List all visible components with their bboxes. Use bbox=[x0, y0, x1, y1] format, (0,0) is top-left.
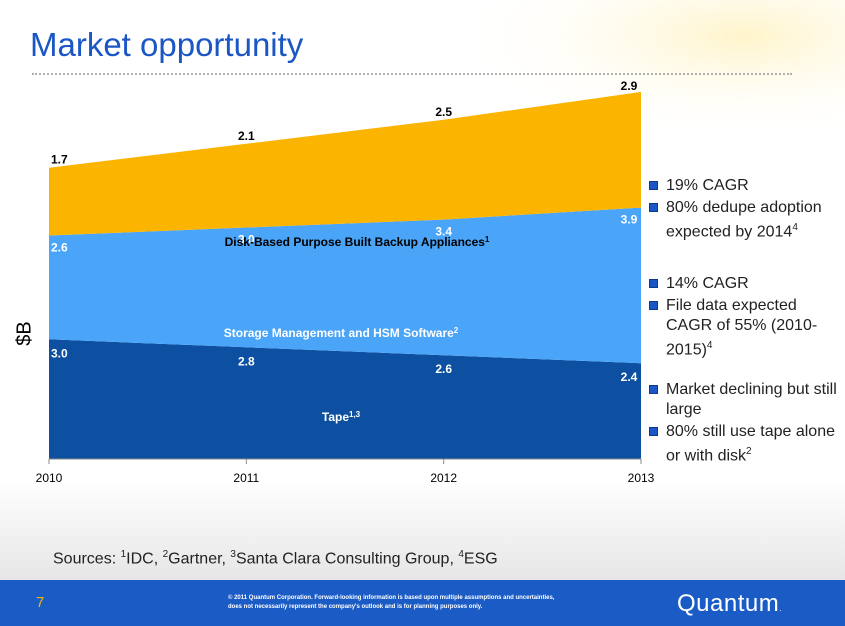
slide-title: Market opportunity bbox=[30, 26, 304, 63]
area-tape bbox=[49, 339, 641, 459]
y-axis-label: $B bbox=[13, 321, 36, 346]
title-divider bbox=[32, 73, 792, 75]
bullet-group: 19% CAGR 80% dedupe adoption expected by … bbox=[648, 176, 838, 244]
data-label: 1.7 bbox=[51, 153, 68, 167]
data-label: 2.6 bbox=[51, 241, 68, 255]
data-label: 3.9 bbox=[621, 213, 638, 227]
quantum-logo: Quantum. bbox=[677, 590, 782, 617]
stacked-area-chart: 2010 2011 2012 2013 3.0 2.8 2.6 2.4 2.6 3.0 3.4 3.9… bbox=[36, 79, 655, 485]
data-label: 2.9 bbox=[621, 79, 638, 93]
x-tick-label-2012: 2012 bbox=[430, 471, 457, 485]
series-label: Disk-Based Purpose Built Backup Applianc… bbox=[225, 235, 490, 250]
bullet-group: Market declining but still large 80% stil… bbox=[648, 380, 838, 468]
bullet-item: 19% CAGR bbox=[648, 176, 838, 196]
x-tick-label-2011: 2011 bbox=[233, 471, 259, 485]
data-label: 3.0 bbox=[238, 233, 255, 247]
x-tick-label-2010: 2010 bbox=[36, 471, 63, 485]
data-label: 2.1 bbox=[238, 129, 255, 143]
area-storage-management-and-hsm-software bbox=[49, 207, 641, 364]
page-number: 7 bbox=[36, 594, 45, 611]
bullet-square-icon bbox=[649, 181, 658, 190]
area-disk-based-purpose-built-backup-appliances bbox=[49, 91, 641, 236]
bullet-item: Market declining but still large bbox=[648, 380, 838, 420]
sources-note: Sources: 1IDC, 2Gartner, 3Santa Clara Co… bbox=[53, 549, 498, 568]
bullet-item: File data expected CAGR of 55% (2010-201… bbox=[648, 296, 838, 360]
data-label: 3.0 bbox=[51, 346, 68, 360]
bullet-group: 14% CAGR File data expected CAGR of 55% (… bbox=[648, 274, 838, 362]
bullet-item: 80% still use tape alone or with disk2 bbox=[648, 422, 838, 466]
bullet-square-icon bbox=[649, 385, 658, 394]
bullet-square-icon bbox=[649, 203, 658, 212]
bullet-square-icon bbox=[649, 301, 658, 310]
bullet-item: 80% dedupe adoption expected by 20144 bbox=[648, 198, 838, 242]
data-label: 2.8 bbox=[238, 354, 255, 368]
bullet-square-icon bbox=[649, 279, 658, 288]
data-label: 2.6 bbox=[435, 362, 452, 376]
data-label: 2.4 bbox=[621, 370, 638, 384]
legal-disclaimer: © 2011 Quantum Corporation. Forward-look… bbox=[228, 595, 555, 610]
bullet-item: 14% CAGR bbox=[648, 274, 838, 294]
series-label: Storage Management and HSM Software2 bbox=[224, 326, 459, 341]
data-label: 2.5 bbox=[435, 105, 452, 119]
x-tick-label-2013: 2013 bbox=[628, 471, 655, 485]
footer-bar: 7 © 2011 Quantum Corporation. Forward-lo… bbox=[0, 580, 845, 626]
bullet-square-icon bbox=[649, 427, 658, 436]
data-label: 3.4 bbox=[435, 225, 452, 239]
